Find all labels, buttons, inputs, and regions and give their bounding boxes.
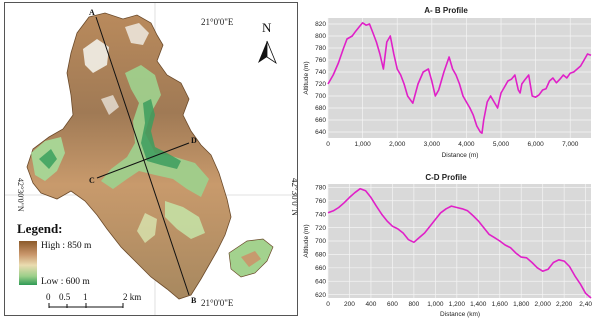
ab-xtick-label: 2,000 xyxy=(389,141,406,148)
cd-ytick-label: 700 xyxy=(315,238,326,245)
ab-ytick-label: 640 xyxy=(315,129,326,136)
cd-ytick-label: 780 xyxy=(315,185,326,192)
graticule-lon-top: 21°0'0"E xyxy=(201,17,234,27)
cd-ytick-label: 640 xyxy=(315,278,326,285)
terrain-valley-low xyxy=(39,149,57,169)
cd-ytick-label: 720 xyxy=(315,225,326,232)
cd-xtick-label: 1,400 xyxy=(470,301,487,308)
map-panel: A B C D 21°0'0"E 21°0'0"E 42°30'0"N 42°3… xyxy=(4,2,298,316)
scalebar-label-2km: 2 km xyxy=(123,292,141,302)
scale-bar xyxy=(48,303,124,308)
ab-profile-title: A- B Profile xyxy=(424,6,468,15)
cd-profile-chart: C-D Profile 620 640 660 680 700 720 740 760 780 0… xyxy=(300,162,593,318)
ab-ytick-label: 760 xyxy=(315,57,326,64)
terrain-valley xyxy=(165,201,205,239)
cd-xtick-label: 2,000 xyxy=(535,301,552,308)
label-point-d: D xyxy=(191,136,197,145)
cd-ytick-label: 760 xyxy=(315,198,326,205)
cd-xtick-label: 1,600 xyxy=(492,301,509,308)
cd-ytick-label: 660 xyxy=(315,265,326,272)
cd-profile-title: C-D Profile xyxy=(425,173,467,182)
ab-xtick-label: 4,000 xyxy=(458,141,475,148)
cd-ytick-label: 620 xyxy=(315,292,326,299)
ab-ytick-label: 700 xyxy=(315,93,326,100)
legend-color-ramp xyxy=(19,241,37,285)
ab-xtick-label: 7,000 xyxy=(562,141,579,148)
cd-xtick-label: 2,40 xyxy=(579,301,592,308)
terrain-high-patch xyxy=(101,95,119,115)
profile-line-ab xyxy=(95,16,190,296)
cd-profile-svg: C-D Profile 620 640 660 680 700 720 740 760 780 0… xyxy=(303,173,592,318)
cd-xtick-label: 1,000 xyxy=(427,301,444,308)
ab-xlabel: Distance (m) xyxy=(442,152,479,159)
cd-xtick-label: 400 xyxy=(366,301,377,308)
ab-xtick-label: 1,000 xyxy=(354,141,371,148)
ab-xtick-label: 5,000 xyxy=(493,141,510,148)
cd-ytick-label: 680 xyxy=(315,252,326,259)
terrain-valley-low xyxy=(141,99,181,169)
ab-xtick-label: 6,000 xyxy=(527,141,544,148)
scalebar-label-1: 1 xyxy=(83,292,88,302)
ab-ytick-label: 780 xyxy=(315,45,326,52)
cd-profile-series-line xyxy=(327,187,592,299)
ab-ytick-label: 800 xyxy=(315,33,326,40)
ab-ytick-label: 720 xyxy=(315,81,326,88)
graticule-lat-right: 42°30'0"N xyxy=(290,178,298,216)
cd-ytick-label: 740 xyxy=(315,211,326,218)
north-arrow-icon xyxy=(258,40,277,65)
ab-xtick-label: 3,000 xyxy=(424,141,441,148)
cd-xtick-label: 0 xyxy=(326,301,330,308)
cd-xtick-label: 600 xyxy=(387,301,398,308)
north-label: N xyxy=(262,20,272,35)
cd-xtick-label: 800 xyxy=(408,301,419,308)
terrain-high-patch xyxy=(125,23,149,45)
legend-title: Legend: xyxy=(17,221,63,236)
terrain-area-east-high xyxy=(241,251,261,267)
scalebar-label-0-5: 0.5 xyxy=(59,292,71,302)
ab-ytick-label: 660 xyxy=(315,117,326,124)
ab-ytick-label: 820 xyxy=(315,21,326,28)
terrain-valley xyxy=(137,213,157,243)
graticule-lon-bottom: 21°0'0"E xyxy=(201,298,234,308)
graticule-lat-left: 42°30'0"N xyxy=(16,178,25,212)
ab-ytick-label: 680 xyxy=(315,105,326,112)
cd-xtick-label: 200 xyxy=(344,301,355,308)
cd-xtick-label: 1,200 xyxy=(449,301,466,308)
cd-ylabel: Altitude (m) xyxy=(303,224,310,257)
cd-xtick-label: 2,200 xyxy=(556,301,573,308)
ab-profile-series-line xyxy=(327,21,592,134)
ab-ylabel: Altitude (m) xyxy=(303,61,310,94)
terrain-valley xyxy=(101,65,209,197)
ab-profile-chart: A- B Profile 640 660 680 700 720 740 760 780 800… xyxy=(300,2,593,160)
label-point-b: B xyxy=(191,296,197,305)
ab-plot-area xyxy=(328,18,591,138)
cd-xtick-label: 1,800 xyxy=(513,301,530,308)
terrain-map: A B C D 21°0'0"E 21°0'0"E 42°30'0"N 42°3… xyxy=(5,3,298,315)
label-point-a: A xyxy=(89,8,95,17)
legend-high-label: High : 850 m xyxy=(41,241,92,251)
label-point-c: C xyxy=(89,176,95,185)
terrain-high-patch xyxy=(83,39,109,73)
legend-low-label: Low : 600 m xyxy=(41,277,90,287)
scalebar-label-0: 0 xyxy=(46,292,51,302)
ab-profile-svg: A- B Profile 640 660 680 700 720 740 760 780 800… xyxy=(303,6,592,159)
ab-ytick-label: 740 xyxy=(315,69,326,76)
cd-xlabel: Distance (km) xyxy=(440,311,480,318)
profile-line-cd xyxy=(96,142,190,179)
ab-xtick-label: 0 xyxy=(326,141,330,148)
